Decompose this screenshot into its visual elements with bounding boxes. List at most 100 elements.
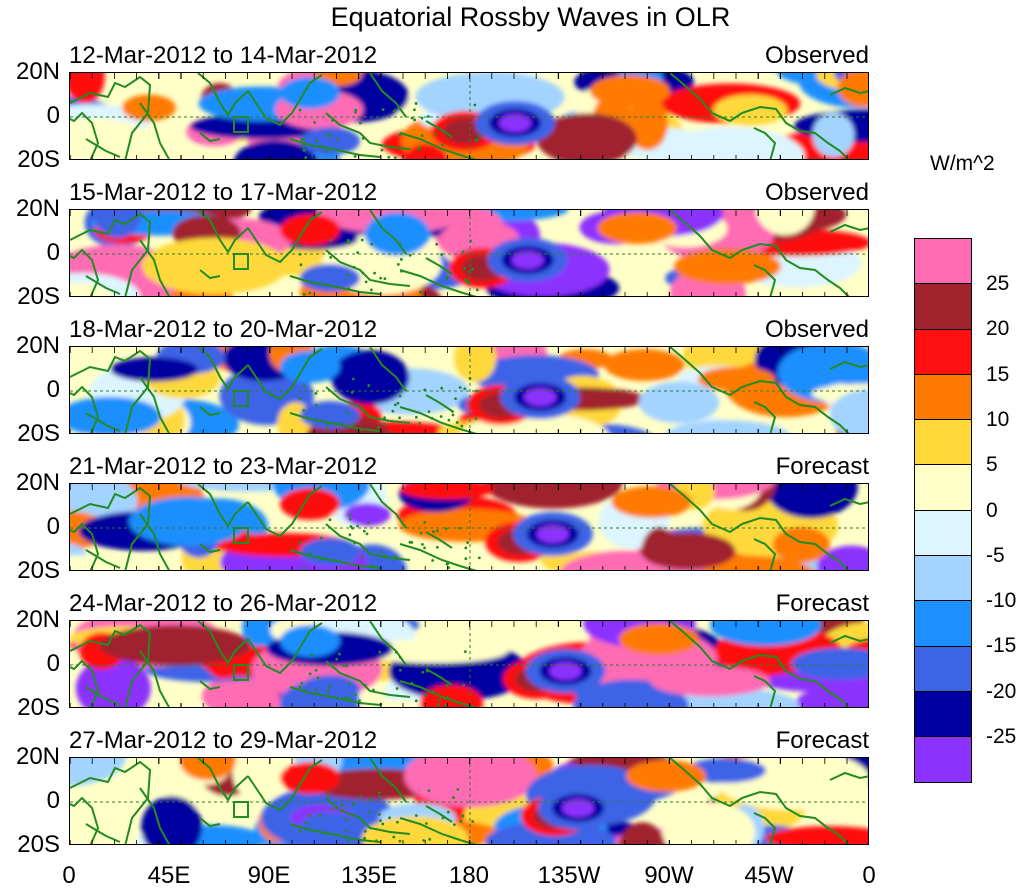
island-dot: [298, 829, 302, 833]
island-dot: [414, 699, 418, 703]
coastline: [669, 621, 743, 671]
island-dot: [345, 829, 348, 833]
anomaly-contour: [129, 496, 249, 546]
colorbar-swatch: [914, 737, 972, 783]
colorbar-swatch: [914, 510, 972, 557]
olr-anomaly-field: [70, 621, 868, 707]
island-dot: [473, 103, 477, 107]
anomaly-contour: [626, 760, 706, 792]
anomaly-contour: [562, 799, 594, 817]
anomaly-contour: [99, 625, 252, 666]
island-dot: [314, 403, 318, 407]
island-dot: [447, 418, 451, 422]
island-dot: [381, 108, 385, 111]
island-dot: [394, 650, 398, 654]
island-dot: [471, 820, 475, 823]
island-dot: [425, 669, 429, 673]
anomaly-contour: [362, 816, 469, 844]
island-dot: [300, 138, 304, 141]
panel-kind-label: Forecast: [775, 453, 869, 480]
island-dot: [327, 422, 331, 425]
latitude-label: 20S: [17, 694, 60, 721]
latitude-label: 20N: [15, 195, 60, 222]
island-dot: [408, 253, 412, 257]
anomaly-contour: [364, 212, 430, 256]
coastline: [247, 622, 323, 675]
olr-map-panel: [69, 209, 869, 297]
island-dot: [304, 156, 308, 159]
island-dot: [342, 664, 346, 668]
island-dot: [298, 685, 302, 689]
island-dot: [298, 108, 302, 112]
island-dot: [348, 533, 352, 537]
coastline: [197, 73, 249, 117]
anomaly-contour: [70, 282, 115, 296]
coastline: [829, 86, 868, 96]
anomaly-contour: [280, 77, 340, 109]
island-dot: [331, 806, 335, 810]
latitude-label: 20N: [15, 332, 60, 359]
island-dot: [431, 690, 434, 693]
coastline: [669, 210, 743, 260]
island-dot: [382, 422, 386, 426]
island-dot: [445, 684, 449, 687]
latitude-label: 20N: [15, 58, 60, 85]
island-dot: [446, 562, 450, 565]
colorbar-label: -15: [986, 634, 1017, 658]
coastline: [753, 538, 777, 570]
island-dot: [444, 527, 448, 531]
coastline: [139, 787, 171, 844]
island-dot: [327, 685, 331, 689]
anomaly-contour: [524, 388, 557, 406]
island-dot: [394, 555, 397, 559]
coastline: [197, 347, 249, 391]
island-dot: [459, 820, 463, 823]
island-dot: [452, 823, 456, 827]
anomaly-contour: [70, 118, 156, 159]
island-dot: [451, 413, 455, 417]
island-dot: [325, 426, 329, 430]
coastline: [325, 797, 411, 835]
island-dot: [413, 118, 416, 122]
island-dot: [425, 822, 428, 825]
island-dot: [348, 517, 352, 521]
island-dot: [375, 839, 378, 843]
island-dot: [427, 410, 431, 414]
island-dot: [354, 108, 358, 112]
island-dot: [426, 114, 430, 118]
anomaly-contour: [300, 675, 360, 703]
island-dot: [398, 416, 401, 420]
island-dot: [399, 258, 403, 261]
island-dot: [354, 693, 357, 697]
latitude-label: 20N: [15, 469, 60, 496]
island-dot: [463, 650, 467, 654]
island-dot: [369, 288, 373, 292]
coastline: [829, 634, 868, 644]
island-dot: [439, 415, 443, 418]
island-dot: [370, 242, 374, 246]
panel-date-range: 12-Mar-2012 to 14-Mar-2012: [69, 42, 378, 69]
coastline: [741, 790, 850, 844]
coastline: [753, 264, 777, 296]
island-dot: [302, 567, 306, 570]
anomaly-contour: [141, 796, 203, 844]
island-dot: [351, 802, 355, 806]
latitude-label: 20N: [15, 743, 60, 770]
island-dot: [383, 416, 386, 420]
anomaly-contour: [232, 758, 287, 802]
coastline: [247, 759, 323, 812]
island-dot: [302, 292, 306, 296]
island-dot: [421, 670, 425, 674]
island-dot: [466, 541, 470, 544]
island-dot: [310, 653, 313, 657]
coastline: [369, 347, 407, 392]
island-dot: [316, 676, 320, 680]
anomaly-contour: [300, 401, 360, 429]
coastline: [369, 73, 407, 118]
coastline: [399, 269, 477, 296]
anomaly-contour: [662, 801, 756, 844]
island-dot: [467, 281, 471, 285]
island-dot: [318, 813, 322, 817]
anomaly-contour: [234, 140, 317, 159]
island-dot: [352, 265, 356, 269]
